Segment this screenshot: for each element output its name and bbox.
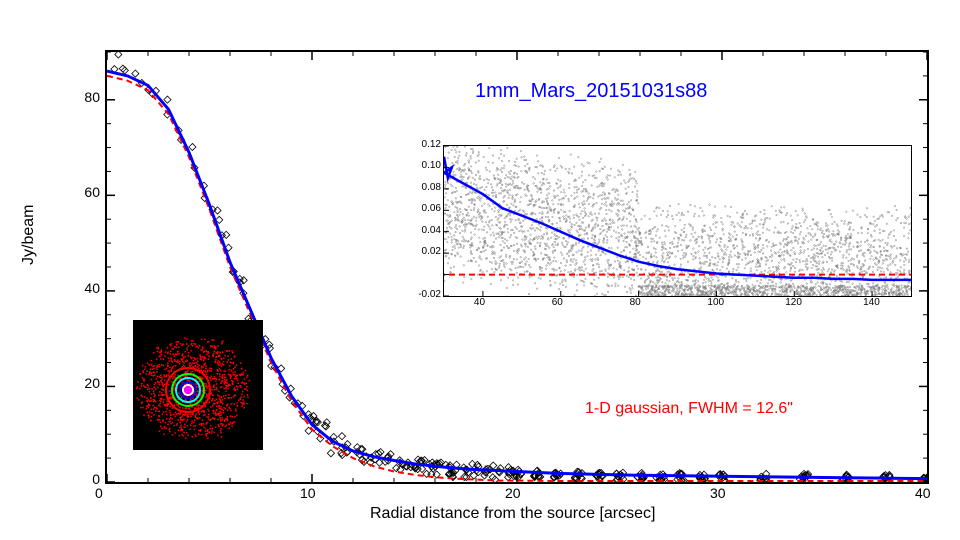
inset-plot-area: [443, 145, 912, 297]
inset-profile-line: [444, 157, 911, 280]
ytick-label: 80: [84, 89, 100, 105]
inset-ytick-label: 0.06: [422, 203, 441, 214]
ytick-label: 20: [84, 375, 100, 391]
inset-xtick-label: 120: [785, 297, 802, 308]
xlabel: Radial distance from the source [arcsec]: [370, 505, 655, 523]
ytick-label: 60: [84, 184, 100, 200]
inset-plot-svg: [444, 146, 911, 296]
ytick-label: 40: [84, 280, 100, 296]
xtick-label: 20: [505, 485, 521, 501]
inset-ytick-label: 0.12: [422, 139, 441, 150]
inset-xtick-label: 140: [863, 297, 880, 308]
inset-ytick-label: 0.08: [422, 182, 441, 193]
inset-xtick-label: 100: [707, 297, 724, 308]
xtick-label: 0: [95, 485, 103, 501]
beam-map-thumbnail: [133, 320, 263, 450]
ylabel: Jy/beam: [20, 205, 38, 265]
inset-ytick-label: 0.04: [422, 225, 441, 236]
inset-ytick-label: 0.02: [422, 246, 441, 257]
plot-title: 1mm_Mars_20151031s88: [475, 80, 707, 103]
inset-ytick-label: 0.10: [422, 160, 441, 171]
xtick-label: 40: [915, 485, 931, 501]
inset-xtick-label: 40: [474, 297, 485, 308]
beam-map-svg: [133, 320, 263, 450]
xtick-label: 30: [710, 485, 726, 501]
gaussian-label: 1-D gaussian, FWHM = 12.6": [585, 400, 793, 418]
inset-xtick-label: 60: [552, 297, 563, 308]
inset-ytick-label: -0.02: [418, 289, 441, 300]
inset-xtick-label: 80: [630, 297, 641, 308]
xtick-label: 10: [300, 485, 316, 501]
inset-scatter: [444, 146, 911, 296]
